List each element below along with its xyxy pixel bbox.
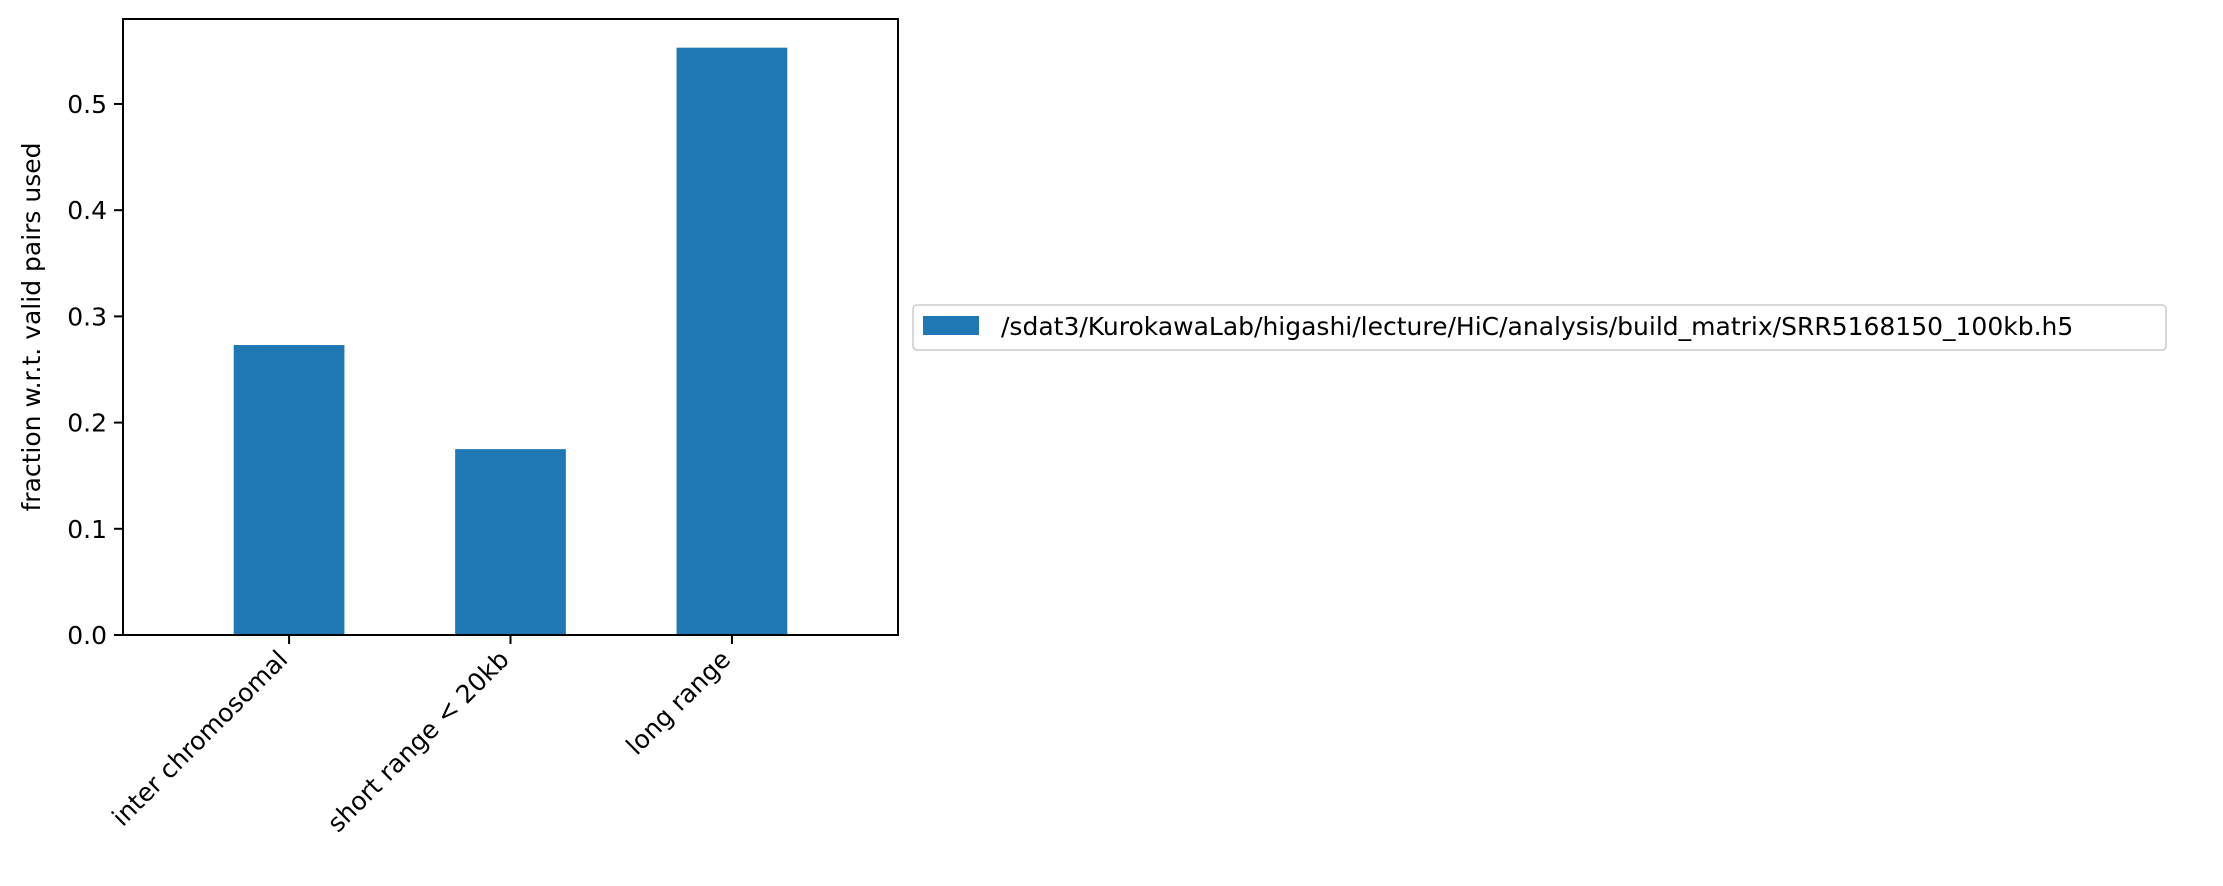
legend-box: [912, 304, 2167, 351]
y-tick-label: 0.4: [67, 196, 107, 225]
y-tick-label: 0.1: [67, 515, 107, 544]
bar-1: [455, 449, 566, 635]
y-axis-label: fraction w.r.t. valid pairs used: [17, 142, 46, 511]
y-tick-label: 0.2: [67, 409, 107, 438]
legend-label: /sdat3/KurokawaLab/higashi/lecture/HiC/a…: [1001, 312, 2073, 341]
y-tick-label: 0.3: [67, 302, 107, 331]
x-tick-label: long range: [620, 645, 736, 761]
legend: /sdat3/KurokawaLab/higashi/lecture/HiC/a…: [912, 304, 2167, 351]
x-axis: inter chromosomal short range < 20kb long …: [106, 635, 736, 838]
legend-swatch: [923, 316, 979, 335]
bar-2: [676, 47, 788, 636]
y-tick-label: 0.0: [67, 621, 107, 650]
y-axis: 0.0 0.1 0.2 0.3 0.4 0.5: [67, 90, 123, 650]
x-tick-label: short range < 20kb: [322, 645, 515, 838]
bars-group: [233, 47, 788, 636]
y-tick-label: 0.5: [67, 90, 107, 119]
bar-0: [233, 345, 345, 635]
x-tick-label: inter chromosomal: [106, 645, 293, 832]
